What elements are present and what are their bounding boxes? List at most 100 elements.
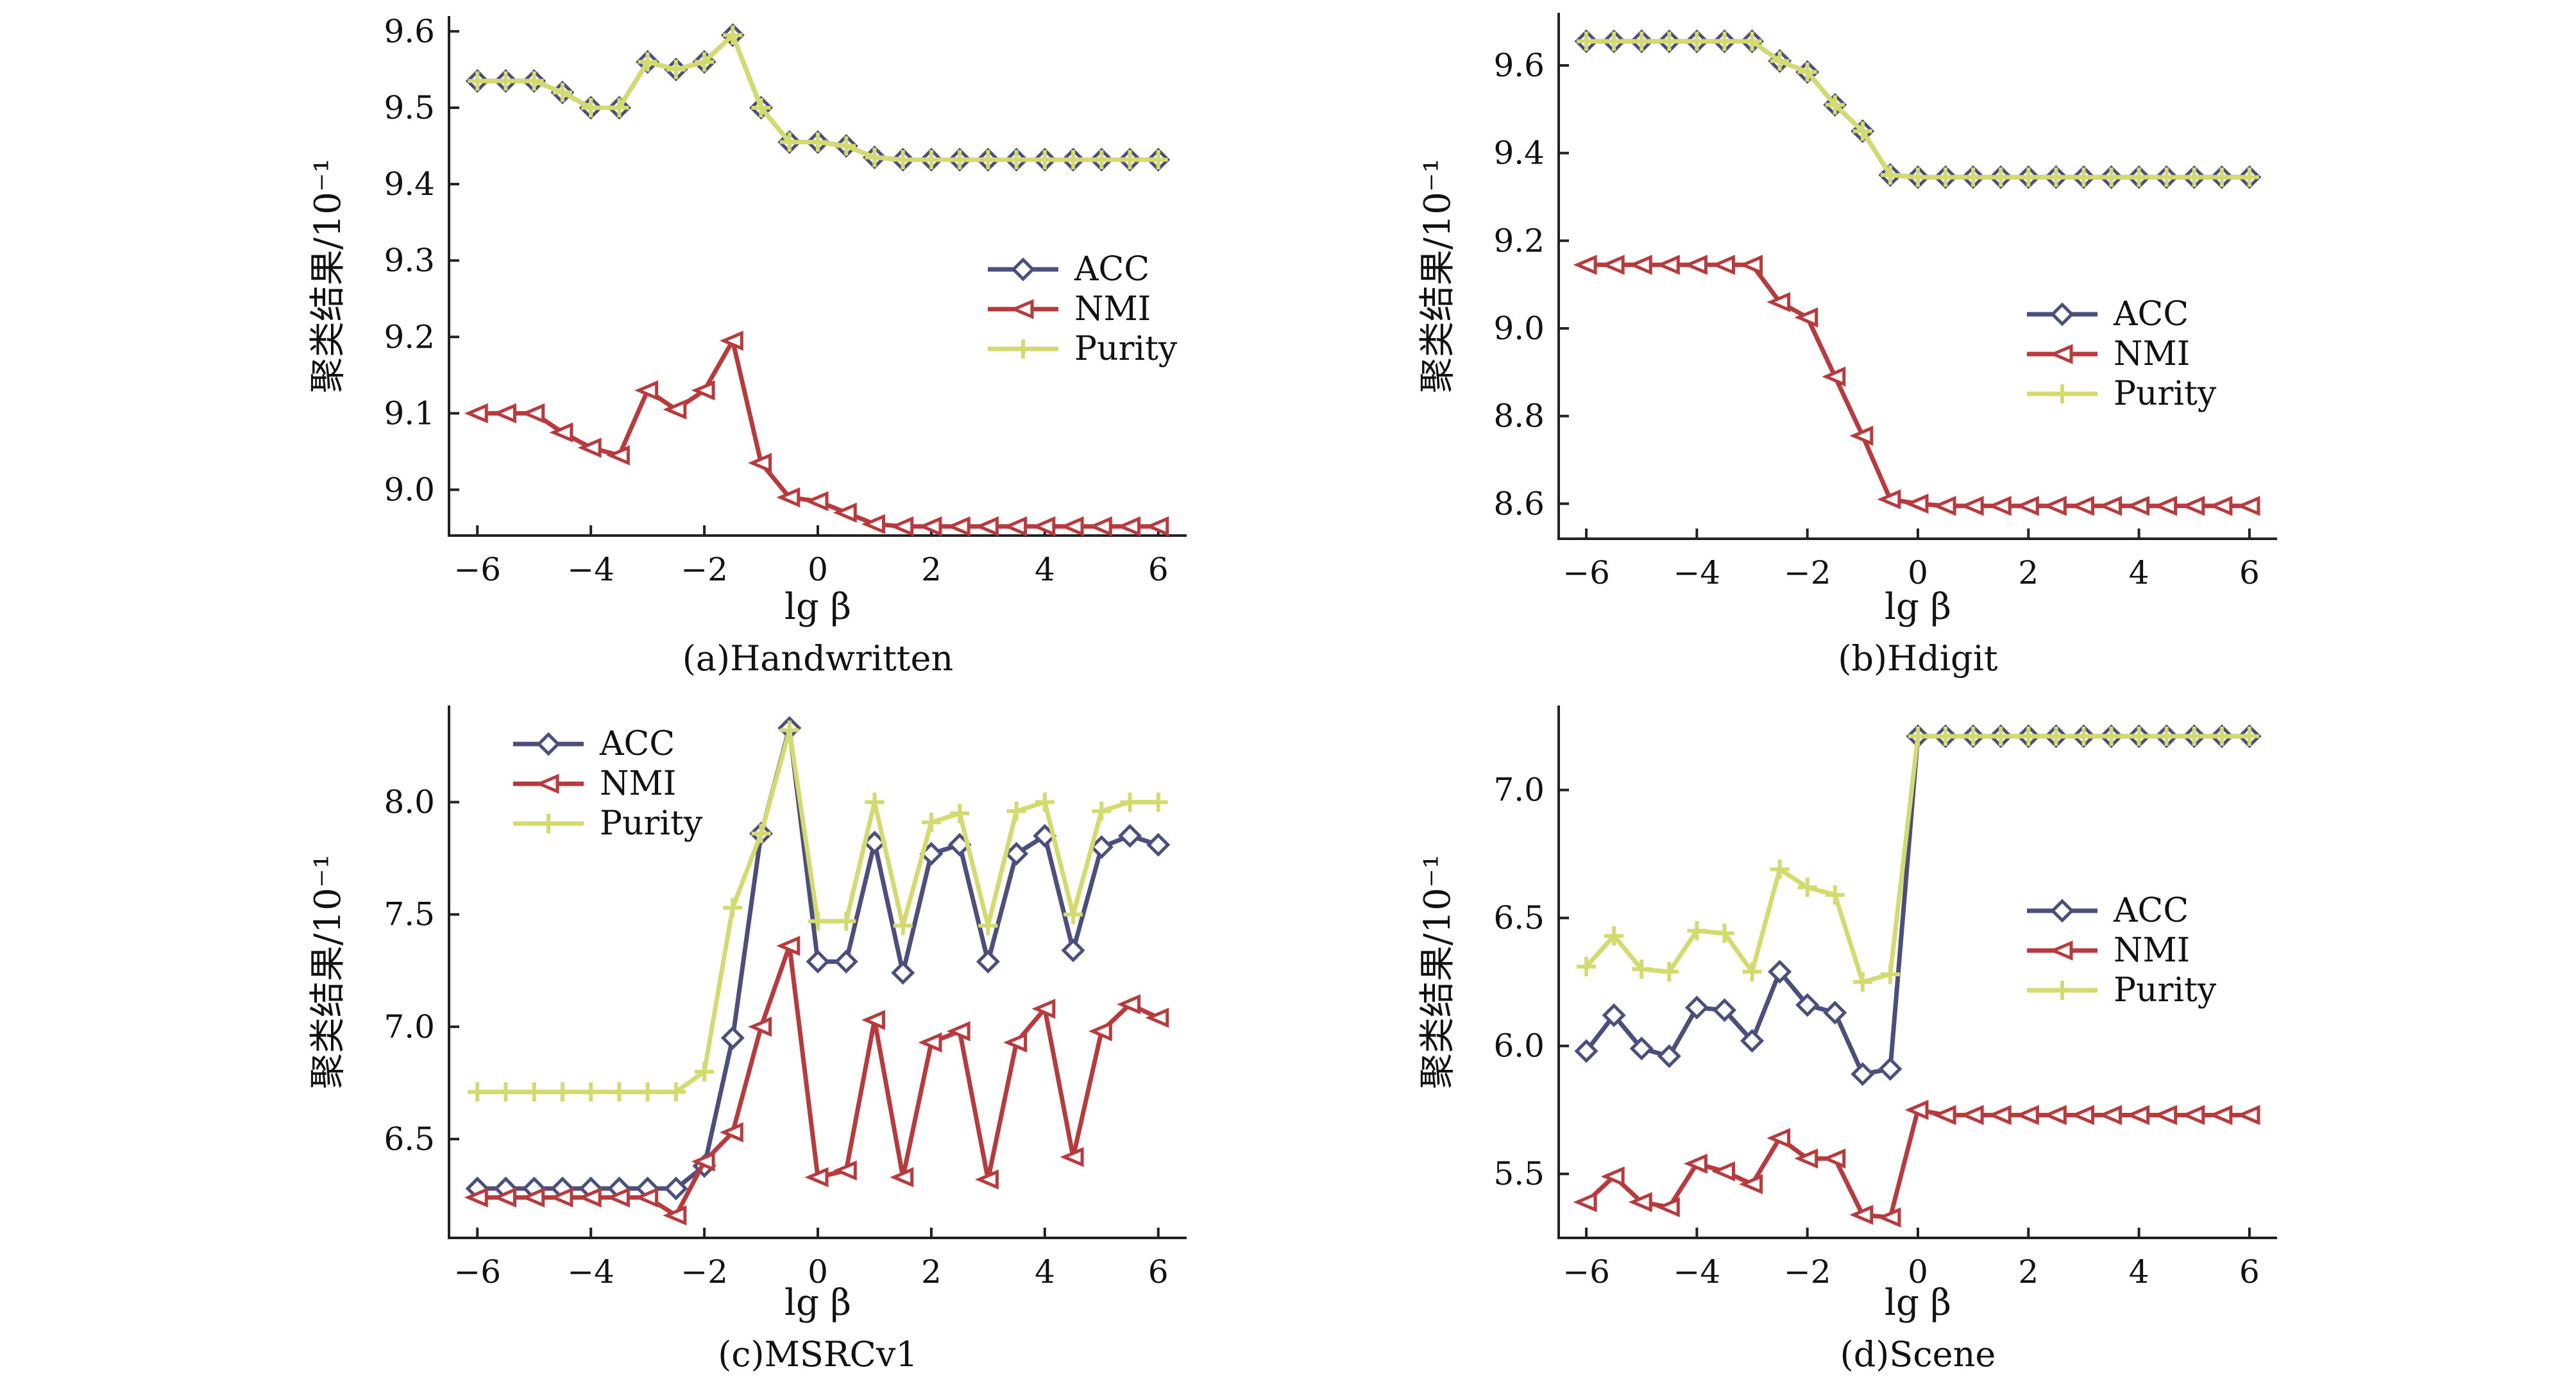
y-tick-label: 9.4 — [1493, 135, 1545, 172]
data-point-nmi — [918, 1032, 942, 1053]
data-point-nmi — [1794, 1148, 1818, 1169]
y-tick-label: 9.3 — [384, 242, 435, 279]
data-point-purity — [950, 804, 970, 824]
data-point-purity — [2129, 167, 2149, 187]
data-point-acc — [1004, 842, 1029, 866]
data-point-nmi — [1145, 1008, 1169, 1028]
data-point-acc — [806, 949, 830, 974]
data-point-nmi — [1683, 255, 1707, 275]
data-point-purity — [1991, 726, 2011, 746]
data-point-nmi — [1960, 496, 1984, 516]
data-point-purity — [666, 1082, 686, 1102]
y-tick-label: 9.5 — [384, 89, 435, 126]
panel-caption: (b)Hdigit — [1838, 638, 1997, 679]
data-point-purity — [1148, 792, 1168, 812]
data-point-nmi — [663, 399, 687, 420]
data-point-purity — [2212, 726, 2232, 746]
data-point-nmi — [691, 380, 715, 401]
legend-label-nmi: NMI — [600, 765, 676, 803]
data-point-purity — [1936, 167, 1956, 187]
x-tick-label: −2 — [1784, 1253, 1831, 1290]
data-point-nmi — [748, 1017, 772, 1037]
x-tick-label: 4 — [2129, 554, 2149, 591]
x-tick-label: −6 — [453, 1253, 501, 1290]
data-point-acc — [720, 1026, 745, 1050]
y-tick-label: 6.5 — [384, 1121, 435, 1158]
data-point-purity — [2184, 726, 2204, 746]
x-axis-label: lg β — [784, 586, 851, 628]
legend-label-purity: Purity — [1074, 330, 1178, 368]
data-point-purity — [468, 1082, 487, 1102]
x-tick-label: 6 — [1148, 1253, 1169, 1290]
data-point-purity — [609, 1082, 629, 1102]
data-point-nmi — [577, 437, 602, 458]
data-point-nmi — [1904, 1099, 1929, 1121]
data-point-acc — [1795, 993, 1820, 1017]
data-point-nmi — [2126, 496, 2150, 516]
data-point-nmi — [1767, 292, 1791, 312]
data-point-purity — [1687, 921, 1707, 941]
data-point-nmi — [663, 1205, 687, 1226]
data-point-nmi — [974, 516, 999, 537]
data-point-purity — [1632, 960, 1652, 979]
data-point-nmi — [1031, 516, 1056, 537]
legend-label-acc: ACC — [2113, 892, 2189, 930]
data-point-purity — [1852, 121, 1872, 141]
data-point-purity — [950, 149, 970, 169]
data-point-acc — [664, 1176, 688, 1201]
data-point-purity — [723, 898, 743, 918]
data-point-purity — [1797, 62, 1817, 82]
legend-label-nmi: NMI — [2114, 931, 2190, 970]
data-point-nmi — [1849, 425, 1874, 446]
data-point-purity — [1120, 792, 1140, 812]
data-point-purity — [581, 97, 601, 117]
data-point-purity — [1659, 962, 1679, 981]
series-purity — [1577, 31, 2259, 187]
x-tick-label: 4 — [1035, 1253, 1055, 1290]
data-point-nmi — [1628, 1192, 1652, 1212]
data-point-purity — [1715, 924, 1734, 943]
data-point-nmi — [2181, 1104, 2205, 1126]
data-point-purity — [2157, 726, 2176, 746]
y-axis-label: 聚类结果/10⁻¹ — [307, 158, 349, 393]
data-point-nmi — [1088, 516, 1112, 537]
series-nmi — [1573, 255, 2260, 516]
chart-panel-b-hdigit: 8.6 8.8 9.0 9.2 9.4 9.6 −6 −4 −2 0 2 4 6 lg β 聚类结果/10⁻… — [1417, 13, 2277, 679]
data-point-purity — [552, 83, 572, 103]
data-point-purity — [1063, 149, 1083, 169]
data-point-purity — [2239, 167, 2259, 187]
legend-label-purity: Purity — [600, 804, 703, 843]
data-point-nmi — [493, 403, 516, 424]
data-point-purity — [751, 97, 771, 117]
data-point-purity — [2046, 167, 2066, 187]
legend-marker-purity — [1013, 339, 1033, 359]
x-tick-label: 2 — [921, 551, 942, 588]
data-point-purity — [1770, 51, 1790, 71]
data-point-purity — [1770, 859, 1790, 879]
data-point-nmi — [1600, 255, 1625, 275]
data-point-purity — [1577, 31, 1597, 51]
data-point-nmi — [2208, 1104, 2233, 1126]
data-point-purity — [638, 52, 657, 72]
data-point-acc — [1851, 1062, 1875, 1087]
x-tick-label: 0 — [1908, 554, 1928, 591]
data-point-nmi — [464, 1187, 488, 1208]
series-acc — [1574, 29, 2262, 189]
y-axis-label: 聚类结果/10⁻¹ — [307, 854, 349, 1089]
legend-marker-acc — [536, 732, 561, 756]
data-point-purity — [524, 1082, 544, 1102]
data-point-nmi — [1767, 1128, 1791, 1149]
data-point-purity — [1936, 726, 1956, 746]
data-point-nmi — [2153, 1104, 2178, 1126]
data-point-nmi — [577, 1187, 602, 1208]
data-point-nmi — [2015, 1104, 2039, 1126]
data-point-nmi — [2098, 496, 2123, 516]
data-point-purity — [723, 25, 743, 45]
data-point-nmi — [2015, 496, 2039, 516]
data-point-nmi — [2042, 496, 2067, 516]
y-tick-label: 9.2 — [384, 318, 435, 355]
